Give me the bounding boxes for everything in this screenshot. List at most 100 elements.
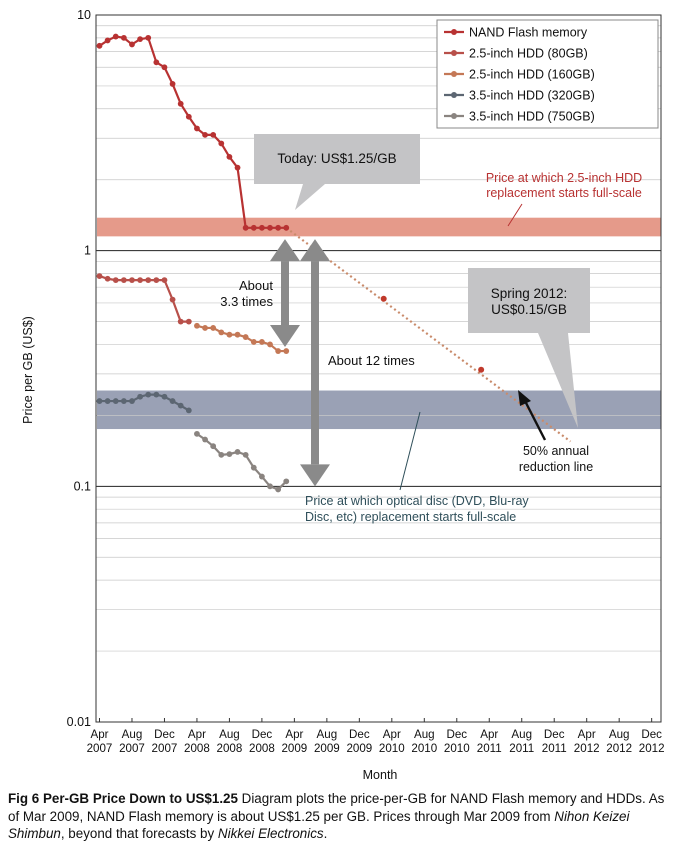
reduction-arrow-head	[518, 390, 531, 406]
x-tick-label-year: 2012	[606, 742, 632, 755]
series-3-point	[218, 329, 225, 336]
series-2-point	[120, 277, 127, 284]
data-series	[96, 33, 290, 493]
x-tick-label-year: 2009	[281, 742, 307, 755]
threshold-band-1	[97, 217, 661, 237]
series-2-point	[161, 277, 168, 284]
legend-label-2: 2.5-inch HDD (80GB)	[469, 47, 588, 61]
x-tick-label-year: 2008	[184, 742, 210, 755]
ratio-arrows	[270, 239, 330, 487]
series-line-3	[196, 324, 287, 353]
series-3-point	[283, 348, 290, 354]
legend-label-3: 2.5-inch HDD (160GB)	[469, 68, 595, 82]
series-5-point	[226, 451, 233, 458]
x-tick-label-month: Aug	[511, 728, 532, 741]
x-tick-label-year: 2009	[314, 742, 340, 755]
series-2-point	[177, 318, 184, 325]
series-3-point	[242, 334, 249, 340]
x-tick-label-year: 2009	[346, 742, 372, 755]
forecast-line	[285, 226, 572, 443]
series-4-point	[120, 398, 127, 404]
series-1-point	[169, 81, 176, 87]
forecast-marker	[478, 366, 485, 373]
spring-callout-line-1: Spring 2012:	[491, 286, 568, 301]
series-4-point	[96, 398, 103, 404]
x-tick-label-month: Dec	[154, 728, 175, 741]
caption-text-1: Diagram plots the price-per-GB for NAND …	[8, 791, 665, 824]
forecast-marker	[380, 295, 387, 302]
series-1-point	[218, 140, 225, 147]
band-label-hdd-leader	[507, 203, 523, 227]
arrow-3-3-times-shaft	[281, 261, 289, 326]
series-5-point	[202, 436, 208, 443]
x-tick-label-month: Aug	[219, 728, 240, 741]
series-1-point	[283, 224, 290, 231]
spring-callout-box	[468, 268, 590, 428]
caption-source-2: Nikkei Electronics	[217, 826, 324, 841]
series-5-point	[267, 483, 273, 490]
series-5-point	[275, 486, 282, 493]
series-1-point	[259, 224, 265, 231]
series-1-point	[96, 42, 103, 49]
x-tick-label-month: Dec	[544, 728, 565, 741]
series-3-point	[250, 339, 257, 345]
series-5-point	[242, 451, 249, 458]
x-tick-label-month: Dec	[349, 728, 370, 741]
series-4-point	[153, 391, 160, 398]
series-1-point	[153, 59, 160, 66]
legend-box	[436, 19, 659, 129]
series-1-point	[161, 64, 168, 71]
y-axis-title: Price per GB (US$)	[21, 316, 35, 424]
x-tick-label-year: 2011	[509, 742, 534, 755]
x-tick-label-month: Dec	[252, 728, 273, 741]
legend-label-4: 3.5-inch HDD (320GB)	[469, 89, 595, 103]
series-5-point	[250, 464, 257, 471]
series-1-point	[267, 224, 273, 231]
arrow-3-3-times-head-up	[270, 239, 300, 262]
caption-text-2: , beyond that forecasts by	[60, 826, 218, 841]
series-1-point	[202, 131, 208, 138]
figure-caption: Fig 6 Per-GB Price Down to US$1.25 Diagr…	[8, 790, 668, 843]
series-3-point	[259, 339, 265, 345]
x-tick-label-month: Apr	[480, 728, 498, 741]
band-label-hdd-1: Price at which 2.5-inch HDD	[486, 171, 642, 185]
series-1-point	[234, 164, 241, 171]
x-tick-label-year: 2012	[639, 742, 665, 755]
series-1-point	[177, 100, 184, 107]
legend-label-1: NAND Flash memory	[469, 26, 588, 40]
series-2-point	[137, 277, 144, 284]
arrow-12-times-head-down	[300, 464, 330, 487]
axes: 1010.10.01Apr2007Aug2007Dec2007Apr2008Au…	[21, 8, 665, 782]
x-tick-label-year: 2011	[477, 742, 502, 755]
series-line-5	[196, 432, 288, 491]
series-4-point	[137, 393, 144, 400]
series-1-point	[145, 34, 152, 41]
today-callout-text: Today: US$1.25/GB	[277, 151, 396, 166]
reduction-arrow-shaft	[521, 396, 547, 441]
x-tick-label-month: Apr	[383, 728, 401, 741]
x-axis-title: Month	[363, 768, 398, 782]
series-2-point	[104, 275, 111, 282]
legend-swatch-dot-5	[451, 113, 457, 119]
series-1-point	[275, 224, 282, 231]
reduction-label-1: 50% annual	[523, 444, 589, 458]
x-tick-label-month: Aug	[609, 728, 630, 741]
band-label-optical-2: Disc, etc) replacement starts full-scale	[305, 510, 516, 524]
legend-swatch-dot-4	[451, 92, 457, 98]
ratio-label-12: About 12 times	[328, 353, 415, 368]
series-3-point	[226, 331, 233, 338]
caption-source-1: Nihon Keizei Shimbun	[8, 808, 630, 842]
series-4-point	[169, 398, 176, 404]
x-tick-label-year: 2010	[411, 742, 437, 755]
x-tick-label-month: Dec	[641, 728, 662, 741]
series-1-point	[185, 113, 192, 120]
series-3-point	[267, 341, 273, 348]
x-tick-label-month: Aug	[414, 728, 435, 741]
series-4-point	[112, 398, 119, 404]
series-3-point	[202, 325, 208, 331]
x-tick-label-month: Apr	[285, 728, 303, 741]
arrow-3-3-times-head-down	[270, 325, 300, 348]
x-tick-label-year: 2012	[574, 742, 600, 755]
series-1-point	[226, 153, 233, 160]
